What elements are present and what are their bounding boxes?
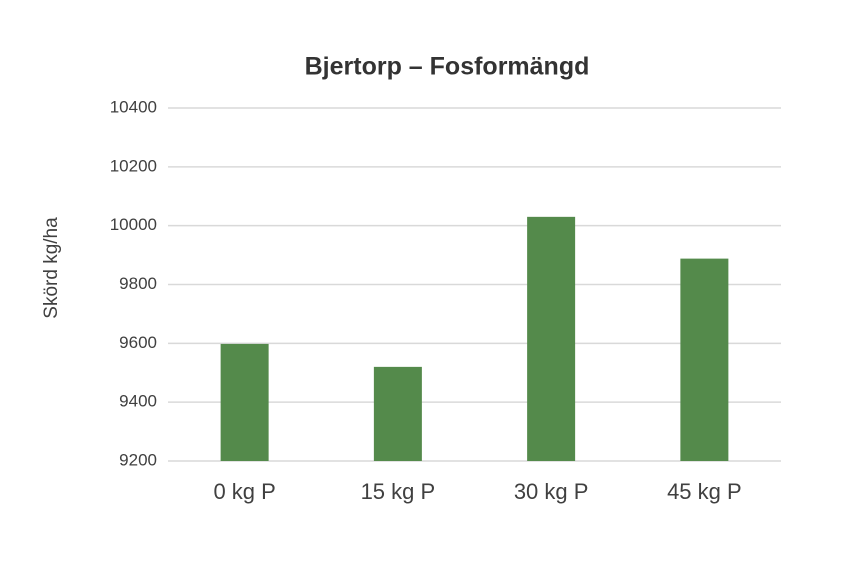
y-tick-label: 9600 bbox=[119, 333, 157, 352]
x-tick-label: 30 kg P bbox=[514, 479, 589, 504]
x-tick-label: 0 kg P bbox=[213, 479, 275, 504]
y-axis-label: Skörd kg/ha bbox=[41, 217, 62, 319]
y-tick-label: 9200 bbox=[119, 450, 157, 469]
y-tick-label: 9800 bbox=[119, 274, 157, 293]
bar bbox=[220, 343, 269, 461]
bar bbox=[373, 366, 422, 461]
y-tick-label: 9400 bbox=[119, 392, 157, 411]
x-tick-label: 45 kg P bbox=[667, 479, 742, 504]
x-tick-label: 15 kg P bbox=[361, 479, 436, 504]
y-tick-label: 10400 bbox=[110, 97, 157, 116]
y-tick-label: 10000 bbox=[110, 215, 157, 234]
y-tick-label: 10200 bbox=[110, 156, 157, 175]
bar bbox=[527, 216, 576, 461]
bar bbox=[680, 258, 729, 461]
chart-title: Bjertorp – Fosformängd bbox=[305, 53, 590, 81]
